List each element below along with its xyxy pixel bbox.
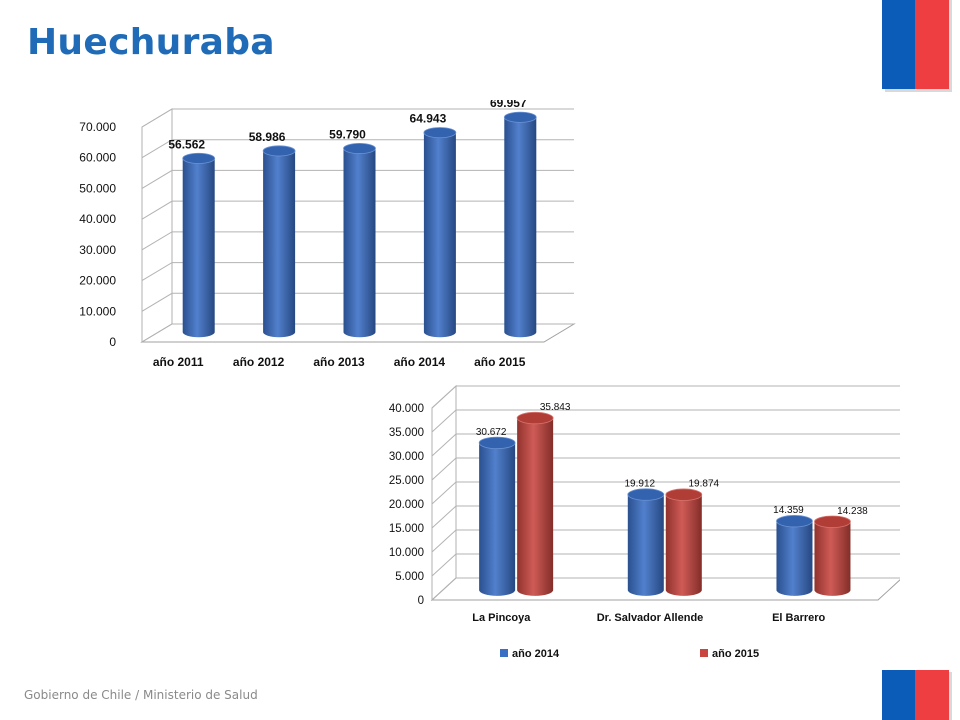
y-tick-label: 10.000: [389, 547, 424, 559]
flag-blue-stripe: [882, 0, 915, 89]
legend-swatch: [500, 649, 508, 657]
y-tick-label: 20.000: [389, 499, 424, 511]
bar-top: [182, 152, 216, 164]
y-tick-label: 5.000: [395, 571, 424, 583]
bar-body: [665, 494, 702, 596]
x-tick-label: año 2015: [474, 355, 526, 369]
y-tick-label: 15.000: [389, 523, 424, 535]
bar-series-b: [516, 411, 554, 596]
x-tick-label: año 2014: [394, 355, 446, 369]
bar-series-a: [776, 515, 813, 596]
bar-series-a: [478, 436, 516, 596]
bar-top: [627, 488, 665, 501]
bar: [503, 111, 537, 338]
x-tick-label: Dr. Salvador Allende: [597, 612, 704, 624]
y-tick-label: 50.000: [79, 181, 116, 195]
x-tick-label: El Barrero: [772, 612, 825, 624]
data-label: 56.562: [168, 137, 205, 151]
x-tick-label: año 2011: [153, 355, 204, 369]
bar-top: [776, 515, 813, 528]
data-label: 69.957: [490, 100, 527, 110]
bar-top: [343, 142, 376, 154]
y-tick-label: 20.000: [79, 274, 116, 288]
bar-body: [517, 418, 554, 596]
y-tick-label: 0: [418, 595, 424, 607]
bar: [262, 145, 296, 338]
bar-top: [423, 127, 457, 139]
gridline: [431, 409, 900, 433]
gridline: [431, 577, 900, 601]
gridline: [431, 385, 900, 409]
bar-body: [504, 117, 537, 338]
y-tick-label: 40.000: [79, 212, 116, 226]
bar-body: [343, 148, 376, 338]
y-tick-label: 0: [109, 335, 116, 349]
bar-body: [479, 442, 516, 596]
chile-flag-bottom: [882, 670, 952, 720]
gridline: [431, 481, 900, 505]
data-label: 35.843: [540, 402, 571, 413]
y-tick-label: 30.000: [389, 451, 424, 463]
gridline: [431, 457, 900, 481]
bar-series-a: [627, 488, 665, 596]
legend-swatch: [700, 649, 708, 657]
bar-body: [182, 158, 215, 338]
gridline: [431, 505, 900, 529]
bar-top: [516, 411, 554, 425]
bar: [182, 152, 216, 338]
flag-blue-stripe: [882, 670, 915, 720]
bar-top: [478, 436, 516, 450]
bar-body: [423, 132, 456, 338]
y-tick-label: 70.000: [79, 120, 116, 134]
data-label: 19.912: [625, 479, 656, 490]
bar-top: [503, 111, 537, 123]
page-title: Huechuraba: [27, 22, 275, 63]
y-tick-label: 35.000: [389, 427, 424, 439]
centers-chart: 0 5.000 10.000 15.000 20.000 25.000 30.000 35.0…: [389, 384, 900, 660]
x-tick-label: La Pincoya: [472, 612, 531, 624]
annual-chart: 0 10.000 20.000 30.000 40.000 50.000 60.000 70.…: [79, 100, 576, 369]
gridline: [431, 529, 900, 553]
y-tick-label: 10.000: [79, 304, 116, 318]
bar-body: [776, 521, 813, 596]
data-label: 14.359: [773, 505, 804, 516]
data-label: 19.874: [689, 479, 720, 490]
y-tick-label: 25.000: [389, 475, 424, 487]
data-label: 14.238: [837, 506, 868, 517]
y-tick-label: 40.000: [389, 403, 424, 415]
bar-top: [665, 488, 703, 501]
bar-top: [262, 145, 296, 157]
bar-top: [814, 515, 851, 528]
flag-red-stripe: [915, 670, 949, 720]
data-label: 59.790: [329, 127, 366, 141]
bar-body: [814, 521, 851, 596]
chile-flag-top: [882, 0, 952, 92]
x-tick-label: año 2012: [233, 355, 285, 369]
bar: [343, 142, 376, 338]
bar: [423, 127, 457, 338]
data-label: 30.672: [476, 427, 507, 438]
bar-series-b: [665, 488, 703, 596]
bar-body: [263, 150, 296, 338]
gridline: [141, 108, 574, 128]
bar-body: [627, 494, 664, 596]
gridline: [431, 433, 900, 457]
data-label: 58.986: [249, 130, 286, 144]
gridline: [431, 553, 900, 577]
bar-series-b: [814, 515, 851, 596]
y-tick-label: 30.000: [79, 243, 116, 257]
y-tick-label: 60.000: [79, 151, 116, 165]
footer-text: Gobierno de Chile / Ministerio de Salud: [24, 688, 258, 702]
x-tick-label: año 2013: [313, 355, 365, 369]
legend-label: año 2015: [712, 648, 759, 660]
flag-red-stripe: [915, 0, 949, 89]
legend-label: año 2014: [512, 648, 560, 660]
data-label: 64.943: [410, 112, 447, 126]
